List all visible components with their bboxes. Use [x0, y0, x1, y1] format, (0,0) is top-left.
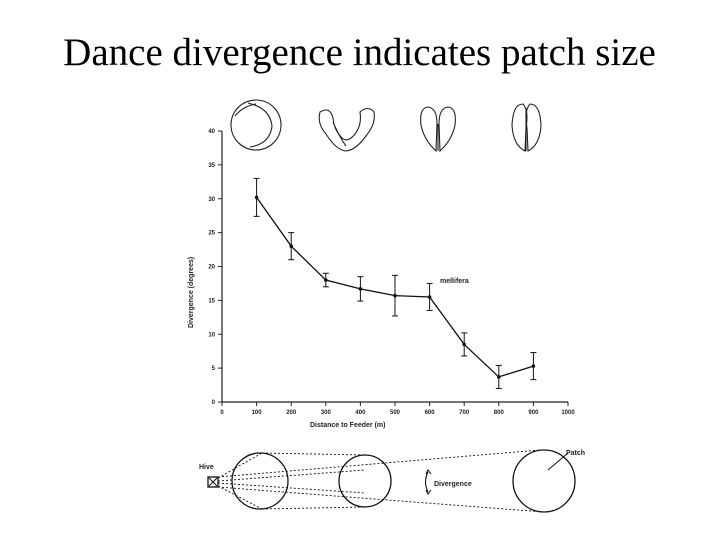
patch-diagram: Hive Divergence Patch — [199, 449, 585, 513]
x-axis-label: Distance to Feeder (m) — [310, 422, 385, 429]
dance-figure-sickle — [318, 107, 375, 152]
data-point — [324, 278, 328, 282]
data-point — [289, 244, 294, 248]
dance-figure-waggle-wide — [420, 106, 456, 153]
data-point — [254, 195, 259, 200]
data-point — [497, 375, 501, 379]
y-tick-label: 40 — [208, 129, 215, 135]
data-point — [531, 364, 536, 368]
data-point — [358, 287, 363, 291]
series-annotation: mellifera — [440, 278, 469, 285]
patch-label: Patch — [566, 450, 585, 457]
x-tick-label: 200 — [286, 410, 297, 416]
dance-figure-circle — [230, 99, 282, 151]
patch-pointer — [547, 452, 569, 471]
dance-figures — [230, 99, 542, 153]
patch-circle-far — [512, 449, 576, 513]
series-mellifera — [253, 177, 537, 389]
y-tick-label: 5 — [212, 366, 216, 372]
y-tick-label: 25 — [208, 231, 215, 237]
divergence-lines — [217, 449, 545, 513]
patch-circle-near — [231, 452, 289, 510]
x-tick-label: 800 — [494, 410, 505, 416]
slide-title: Dance divergence indicates patch size — [63, 31, 656, 74]
y-ticks: 0 5 10 15 20 25 30 35 40 — [208, 129, 222, 406]
data-point — [427, 295, 432, 299]
y-tick-label: 30 — [208, 197, 215, 203]
y-tick-label: 10 — [208, 332, 215, 338]
dance-figure-waggle-narrow — [511, 103, 542, 152]
y-axis-label: Divergence (degrees) — [188, 257, 195, 328]
x-ticks: 0 100 200 300 400 500 600 700 800 900 1000 — [220, 402, 575, 416]
divergence-chart: 0 5 10 15 20 25 30 35 40 0 100 200 300 400 500 600 700 8… — [188, 129, 575, 429]
hive-box — [207, 476, 219, 488]
y-tick-label: 0 — [212, 400, 216, 406]
data-point — [393, 293, 397, 298]
x-tick-label: 600 — [425, 410, 436, 416]
x-tick-label: 400 — [355, 410, 366, 416]
y-tick-label: 15 — [208, 298, 215, 304]
hive-label: Hive — [199, 464, 214, 471]
divergence-arrow — [424, 471, 429, 493]
y-tick-label: 35 — [208, 163, 215, 169]
x-tick-label: 1000 — [561, 410, 575, 416]
divergence-label: Divergence — [434, 481, 472, 488]
patch-circle-mid — [338, 454, 392, 508]
x-tick-label: 500 — [390, 410, 401, 416]
x-tick-label: 900 — [528, 410, 539, 416]
x-tick-label: 0 — [220, 410, 224, 416]
y-tick-label: 20 — [208, 265, 215, 271]
data-point — [462, 342, 467, 347]
x-tick-label: 100 — [252, 410, 263, 416]
x-tick-label: 700 — [459, 410, 470, 416]
x-tick-label: 300 — [321, 410, 332, 416]
